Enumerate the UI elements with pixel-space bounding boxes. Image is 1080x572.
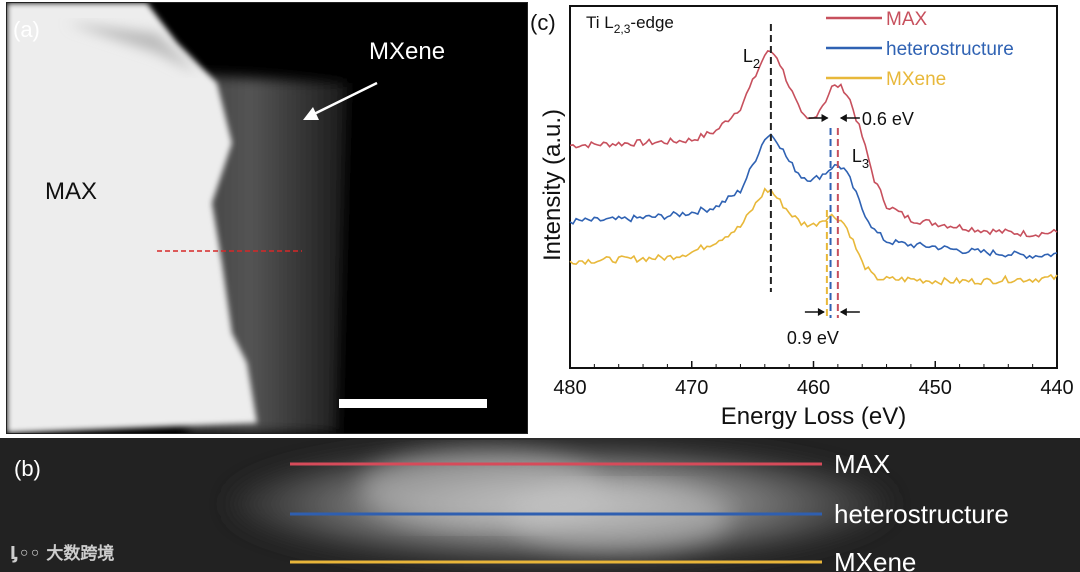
legend-label-1: heterostructure	[886, 39, 1014, 60]
panel-c-label: (c)	[530, 10, 556, 35]
arrow-line	[311, 81, 378, 117]
stem-image: (a) MAX MXene	[7, 3, 527, 433]
arrow-head-icon	[303, 107, 319, 120]
panel-b-line-label-2: MXene	[834, 547, 916, 572]
plot-frame	[569, 5, 1058, 369]
l2-label: L2	[743, 46, 760, 71]
max-region	[7, 3, 257, 433]
gap-09-right-arrow-head-icon	[839, 308, 847, 316]
panel-a-micrograph: (a) MAX MXene	[6, 2, 528, 434]
gap-09-label: 0.9 eV	[787, 328, 839, 348]
gap-06-right-arrow-head-icon	[839, 114, 847, 122]
series-line-mxene	[569, 187, 1058, 286]
x-tick-label-3: 450	[919, 377, 952, 399]
panel-b-micrograph: (b) MAX heterostructure MXene	[0, 438, 1080, 572]
x-tick-label-4: 440	[1040, 377, 1073, 399]
series-line-max	[569, 49, 1058, 238]
series-line-heterostructure	[569, 133, 1058, 260]
panel-b-line-label-0: MAX	[834, 449, 890, 479]
gap-09-left-arrow-head-icon	[817, 308, 825, 316]
l3-label: L3	[852, 146, 869, 171]
watermark: ᶅ◦◦ 大数跨境	[10, 544, 115, 564]
x-tick-label-0: 480	[553, 377, 586, 399]
x-axis-label: Energy Loss (eV)	[721, 403, 906, 430]
y-axis-label: Intensity (a.u.)	[539, 109, 566, 261]
gap-06-left-arrow-head-icon	[821, 114, 829, 122]
max-label: MAX	[45, 178, 97, 205]
chart-title: Ti L2,3-edge	[586, 13, 674, 36]
panel-b-label: (b)	[14, 456, 41, 481]
x-tick-label-2: 460	[797, 377, 830, 399]
panel-b-line-label-1: heterostructure	[834, 499, 1009, 529]
x-tick-label-1: 470	[675, 377, 708, 399]
panel-c-chart: 480 470 460 450 440 Energy Loss (eV) Intensity…	[530, 0, 1080, 436]
eels-chart: 480 470 460 450 440 Energy Loss (eV) Intensity…	[530, 5, 1074, 430]
watermark-logo-icon: ᶅ◦◦	[10, 544, 47, 564]
legend-label-0: MAX	[886, 9, 928, 30]
gap-06-label: 0.6 eV	[862, 109, 914, 129]
scale-bar	[339, 399, 487, 408]
panel-b-lines: MAX heterostructure MXene	[290, 449, 1009, 572]
legend-label-2: MXene	[886, 69, 946, 90]
panel-a-label: (a)	[13, 17, 40, 42]
mxene-label: MXene	[369, 38, 445, 65]
stem-strip: (b) MAX heterostructure MXene	[0, 438, 1080, 572]
